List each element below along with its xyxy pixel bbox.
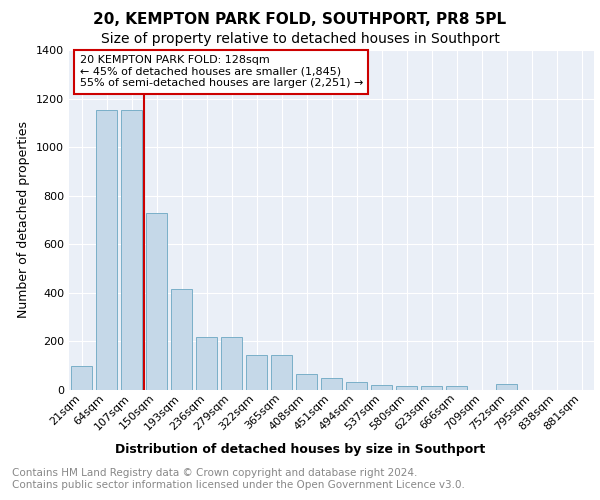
Bar (96, 110, 117, 390)
Bar (221, 336, 242, 390)
Bar (271, 355, 292, 390)
Bar (421, 386, 442, 390)
Text: Contains HM Land Registry data © Crown copyright and database right 2024.
Contai: Contains HM Land Registry data © Crown c… (12, 468, 465, 490)
Bar (346, 382, 367, 390)
Bar (371, 384, 392, 390)
Bar (71, 366, 92, 390)
Text: Distribution of detached houses by size in Southport: Distribution of detached houses by size … (115, 442, 485, 456)
Text: 20 KEMPTON PARK FOLD: 128sqm
← 45% of detached houses are smaller (1,845)
55% of: 20 KEMPTON PARK FOLD: 128sqm ← 45% of de… (79, 55, 363, 88)
Bar (171, 289, 192, 390)
Bar (296, 374, 317, 390)
Bar (121, 110, 142, 390)
Bar (496, 384, 517, 390)
Bar (246, 355, 267, 390)
Bar (196, 336, 217, 390)
Bar (321, 378, 342, 390)
Text: Size of property relative to detached houses in Southport: Size of property relative to detached ho… (101, 32, 499, 46)
Bar (146, 212, 167, 390)
Y-axis label: Number of detached properties: Number of detached properties (17, 122, 31, 318)
Bar (396, 386, 417, 390)
Text: 20, KEMPTON PARK FOLD, SOUTHPORT, PR8 5PL: 20, KEMPTON PARK FOLD, SOUTHPORT, PR8 5P… (94, 12, 506, 28)
Bar (446, 386, 467, 390)
